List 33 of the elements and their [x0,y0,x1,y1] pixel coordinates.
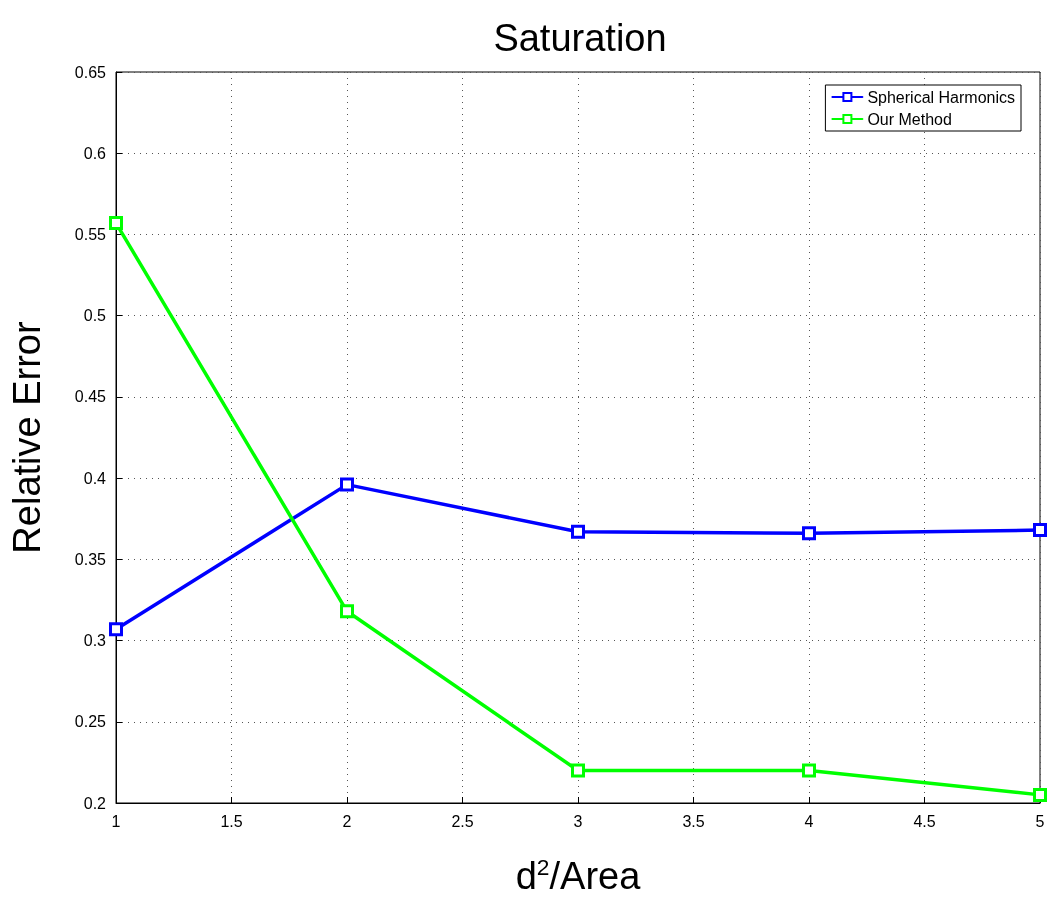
x-tick-label: 1 [111,812,121,830]
y-tick-label: 0.45 [74,388,107,406]
x-tick-label: 3.5 [682,812,705,830]
x-tick-label: 5 [1035,812,1045,830]
x-tick-label: 4 [804,812,814,830]
x-tick-label: 1.5 [220,812,243,830]
point [1033,787,1047,802]
y-tick-label: 0.3 [83,632,107,650]
point [802,763,816,778]
point [571,763,585,778]
y-axis-title: Relative Error [6,321,48,554]
point [109,216,123,231]
y-tick-label: 0.25 [74,713,107,731]
y-tick-label: 0.4 [83,469,107,487]
y-tick-label: 0.2 [83,794,107,812]
point [340,477,354,492]
y-tick-label: 0.5 [83,307,107,325]
y-tick-label: 0.6 [83,144,107,162]
y-tick-label: 0.55 [74,225,107,243]
legend-label: Spherical Harmonics [867,88,1015,106]
y-tick-label: 0.35 [74,550,107,568]
x-tick-label: 4.5 [913,812,936,830]
chart-title: Saturation [493,17,667,59]
x-tick-label: 2.5 [451,812,474,830]
x-tick-label: 3 [573,812,583,830]
point [109,622,123,637]
x-tick-label: 2 [342,812,352,830]
point [802,526,816,541]
point [340,604,354,619]
legend-label: Our Method [867,110,952,128]
point [571,524,585,539]
point [1033,523,1047,538]
y-tick-label: 0.65 [74,63,107,81]
